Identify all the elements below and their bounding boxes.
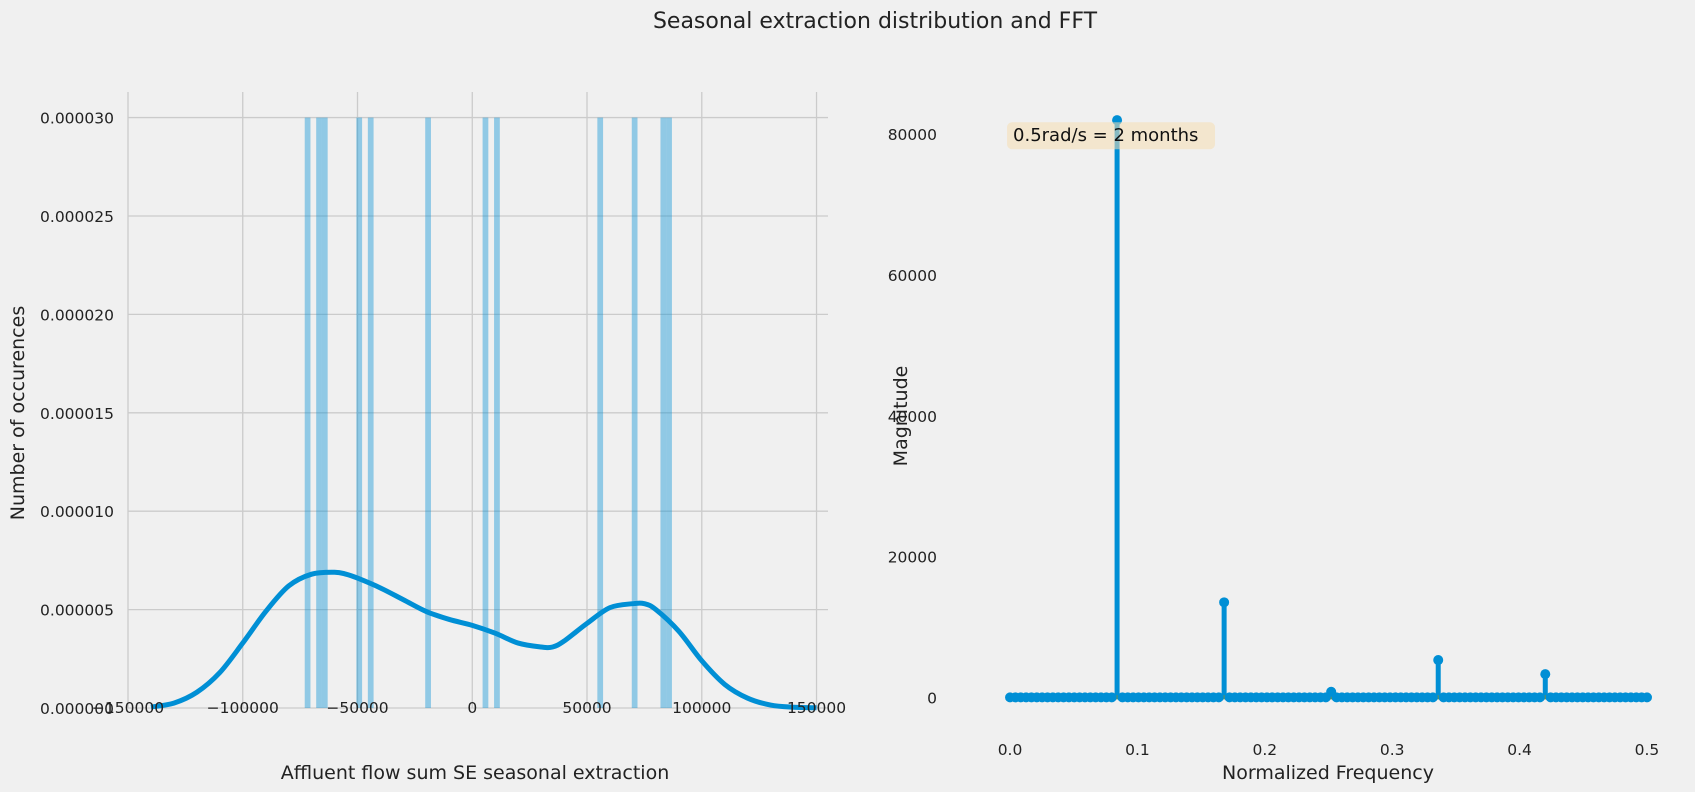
right-y-tick-label: 80000 bbox=[888, 126, 937, 144]
right-y-tick-label: 60000 bbox=[888, 267, 937, 285]
fft-marker bbox=[1433, 655, 1444, 666]
left-y-tick-label: 0.000000 bbox=[40, 700, 114, 718]
fft-marker bbox=[1106, 692, 1117, 703]
histogram-bar bbox=[494, 117, 500, 709]
histogram-bar bbox=[597, 117, 604, 709]
fft-marker bbox=[1219, 597, 1230, 608]
right-y-tick-label: 40000 bbox=[888, 408, 937, 426]
right-x-tick-label: 0.5 bbox=[1635, 741, 1660, 759]
left-x-tick-label: −50000 bbox=[326, 699, 388, 717]
right-markers bbox=[1005, 115, 1652, 703]
kde-line bbox=[150, 569, 817, 711]
fft-marker bbox=[1213, 692, 1224, 703]
right-x-tick-label: 0.2 bbox=[1252, 741, 1277, 759]
right-y-ticks: 0 20000 40000 60000 80000 bbox=[888, 126, 937, 707]
left-x-tick-label: −150000 bbox=[92, 699, 164, 717]
left-y-axis-label: Number of occurences bbox=[7, 306, 29, 520]
left-kde bbox=[150, 569, 817, 711]
right-y-axis-label: Magnitude bbox=[890, 366, 912, 467]
right-y-tick-label: 0 bbox=[927, 689, 937, 707]
right-x-tick-label: 0.1 bbox=[1125, 741, 1150, 759]
histogram-bar bbox=[304, 117, 311, 709]
right-x-axis-label: Normalized Frequency bbox=[1222, 762, 1434, 784]
histogram-bar bbox=[666, 117, 672, 709]
left-x-tick-label: 50000 bbox=[562, 699, 611, 717]
left-bars bbox=[304, 117, 672, 709]
left-x-tick-label: 0 bbox=[467, 699, 477, 717]
fft-marker bbox=[1427, 692, 1438, 703]
fft-annotation: 0.5rad/s = 2 months bbox=[1007, 122, 1216, 150]
right-x-tick-label: 0.4 bbox=[1507, 741, 1532, 759]
left-y-tick-label: 0.000025 bbox=[40, 208, 114, 226]
left-x-axis-label: Affluent flow sum SE seasonal extraction bbox=[281, 762, 670, 784]
left-grid bbox=[127, 92, 828, 709]
right-x-ticks: 0.0 0.1 0.2 0.3 0.4 0.5 bbox=[998, 741, 1660, 759]
histogram-bar bbox=[321, 117, 328, 709]
histogram-bar bbox=[316, 117, 322, 709]
histogram-bar bbox=[367, 117, 374, 709]
fft-annotation-box bbox=[1007, 122, 1216, 150]
histogram-bar bbox=[660, 117, 667, 709]
left-x-tick-label: 100000 bbox=[672, 699, 731, 717]
right-x-tick-label: 0.3 bbox=[1380, 741, 1405, 759]
left-y-tick-label: 0.000010 bbox=[40, 503, 114, 521]
right-stems bbox=[1114, 120, 1548, 698]
left-y-tick-label: 0.000020 bbox=[40, 306, 114, 324]
left-x-tick-label: 150000 bbox=[787, 699, 846, 717]
fft-annotation-text: 0.5rad/s = 2 months bbox=[1013, 125, 1198, 146]
histogram-bar bbox=[425, 117, 431, 709]
right-chart: 0 20000 40000 60000 80000 0.0 0.1 0.2 0.3 0.4 0.5… bbox=[888, 115, 1660, 784]
figure-title: Seasonal extraction distribution and FFT bbox=[653, 9, 1098, 34]
right-y-tick-label: 20000 bbox=[888, 549, 937, 567]
fft-marker bbox=[1540, 669, 1551, 680]
left-y-tick-label: 0.000030 bbox=[40, 110, 114, 128]
histogram-bar bbox=[356, 117, 363, 709]
left-y-ticks: 0.000000 0.000005 0.000010 0.000015 0.000020… bbox=[40, 110, 114, 718]
left-x-ticks: −150000 −100000 −50000 0 50000 100000 150000 bbox=[92, 699, 846, 717]
left-y-tick-label: 0.000005 bbox=[40, 602, 114, 620]
left-y-tick-label: 0.000015 bbox=[40, 405, 114, 423]
right-x-tick-label: 0.0 bbox=[998, 741, 1023, 759]
histogram-bar bbox=[482, 117, 489, 709]
left-x-tick-label: −100000 bbox=[207, 699, 279, 717]
left-chart: −150000 −100000 −50000 0 50000 100000 150000 0… bbox=[7, 92, 846, 784]
fft-marker bbox=[1641, 692, 1652, 703]
fft-marker bbox=[1534, 692, 1545, 703]
histogram-bar bbox=[631, 117, 638, 709]
